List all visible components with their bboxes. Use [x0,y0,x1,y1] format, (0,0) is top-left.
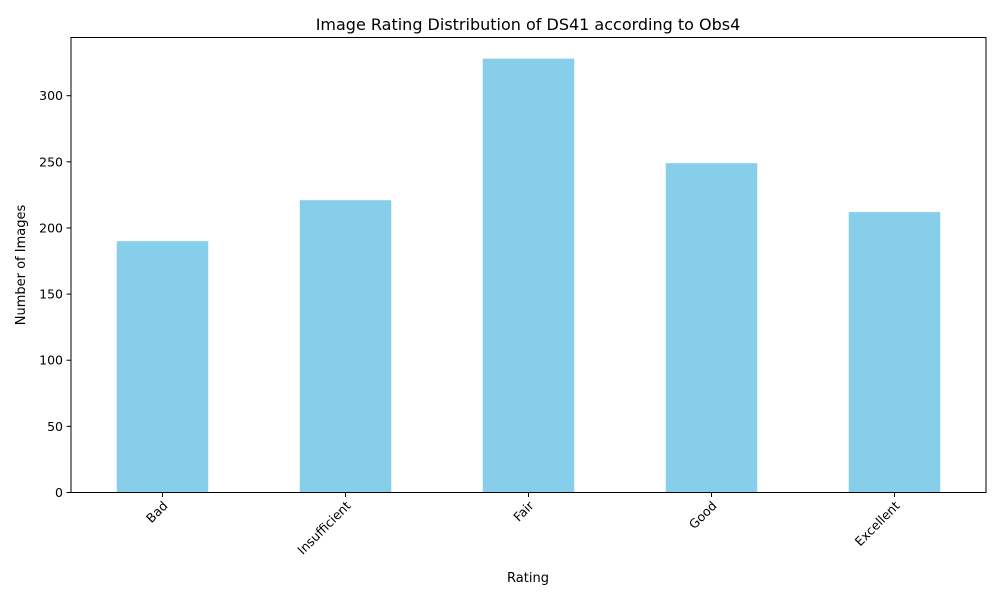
bar-fair [482,58,575,493]
y-tick-label: 0 [55,485,63,500]
x-axis-ticks: Bad Insufficient Fair Good Excellent [143,492,903,557]
bar-excellent [848,212,941,493]
bars-layer [116,58,941,493]
y-tick-label: 50 [47,419,63,434]
x-tick-label: Excellent [852,498,903,549]
x-tick-label: Fair [510,497,537,524]
chart-title: Image Rating Distribution of DS41 accord… [316,15,741,34]
plot-area-frame [70,37,987,493]
y-tick-label: 150 [39,287,63,302]
bar-insufficient [299,200,392,493]
y-tick-label: 250 [39,154,63,169]
y-tick-label: 300 [39,88,63,103]
y-axis-ticks: 0 50 100 150 200 250 300 [39,88,71,500]
x-tick-label: Bad [143,498,171,526]
y-tick-label: 100 [39,353,63,368]
x-axis-label: Rating [507,571,549,586]
bar-bad [116,241,209,493]
x-tick-label: Good [686,498,720,532]
y-axis-label: Number of Images [14,205,29,326]
x-tick-label: Insufficient [294,498,353,557]
bar-good [665,163,758,493]
y-tick-label: 200 [39,220,63,235]
